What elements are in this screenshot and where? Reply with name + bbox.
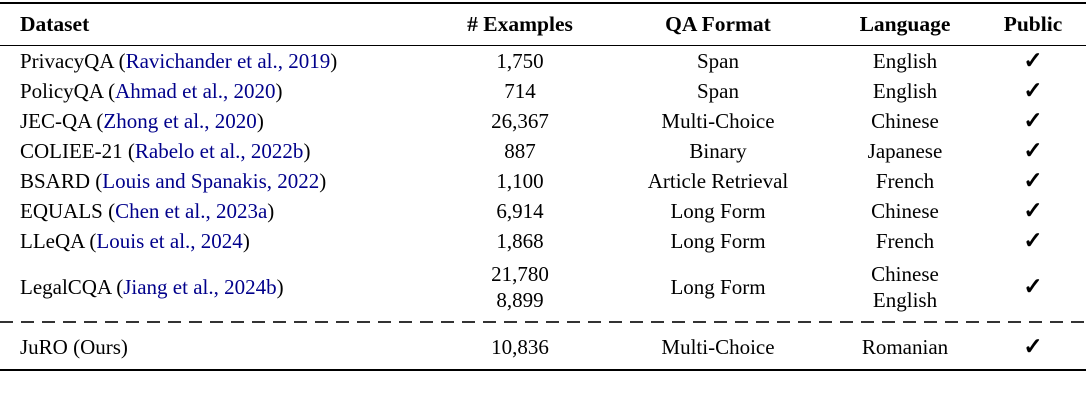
public-checkmark-icon: ✓ <box>1023 198 1043 223</box>
qa-format: Multi-Choice <box>661 109 775 133</box>
column-header-qa-format: QA Format <box>606 3 830 46</box>
dataset-name: LegalCQA ( <box>20 275 124 299</box>
dataset-name: COLIEE-21 ( <box>20 139 135 163</box>
citation-link[interactable]: Zhong et al., 2020 <box>103 109 257 133</box>
public-checkmark-icon: ✓ <box>1023 334 1043 359</box>
table-row-privacyqa: PrivacyQA (Ravichander et al., 2019) 1,7… <box>0 46 1086 77</box>
table-row-bsard: BSARD (Louis and Spanakis, 2022) 1,100 A… <box>0 166 1086 196</box>
language: Japanese <box>867 139 943 163</box>
language: English <box>872 49 938 73</box>
table-row-policyqa: PolicyQA (Ahmad et al., 2020) 714 Span E… <box>0 76 1086 106</box>
citation-link[interactable]: Rabelo et al., 2022b <box>134 139 304 163</box>
language: Chinese <box>871 109 939 133</box>
dataset-cell: PrivacyQA (Ravichander et al., 2019) <box>0 46 434 77</box>
column-header-dataset: Dataset <box>0 3 434 46</box>
language-line: Chinese <box>871 262 939 286</box>
dashed-divider <box>0 320 1086 323</box>
table-row-coliee21: COLIEE-21 (Rabelo et al., 2022b) 887 Bin… <box>0 136 1086 166</box>
paren-close: ) <box>256 109 264 133</box>
qa-format: Binary <box>689 139 747 163</box>
language: English <box>872 79 938 103</box>
language: French <box>875 229 935 253</box>
qa-format: Span <box>697 79 739 103</box>
dataset-name: EQUALS ( <box>20 199 116 223</box>
public-checkmark-icon: ✓ <box>1023 274 1043 299</box>
examples-count: 26,367 <box>491 109 549 133</box>
paren-close: ) <box>275 79 283 103</box>
column-header-language: Language <box>830 3 980 46</box>
paren-close: ) <box>303 139 311 163</box>
examples-count: 10,836 <box>491 335 549 359</box>
qa-format: Span <box>697 49 739 73</box>
dataset-cell: LegalCQA (Jiang et al., 2024b) <box>0 256 434 318</box>
dataset-cell: JEC-QA (Zhong et al., 2020) <box>0 106 434 136</box>
examples-line: 8,899 <box>496 288 544 312</box>
language: French <box>875 169 935 193</box>
public-checkmark-icon: ✓ <box>1023 48 1043 73</box>
dataset-cell: JuRO (Ours) <box>0 325 434 370</box>
table-row-jecqa: JEC-QA (Zhong et al., 2020) 26,367 Multi… <box>0 106 1086 136</box>
public-checkmark-icon: ✓ <box>1023 228 1043 253</box>
public-checkmark-icon: ✓ <box>1023 168 1043 193</box>
examples-count: 887 <box>504 139 536 163</box>
dataset-name: LLeQA ( <box>20 229 97 253</box>
paren-close: ) <box>267 199 275 223</box>
dataset-cell: COLIEE-21 (Rabelo et al., 2022b) <box>0 136 434 166</box>
divider-cell <box>0 318 1086 325</box>
paren-close: ) <box>242 229 250 253</box>
table-row-equals: EQUALS (Chen et al., 2023a) 6,914 Long F… <box>0 196 1086 226</box>
column-header-examples: # Examples <box>434 3 606 46</box>
dataset-name: PolicyQA ( <box>20 79 116 103</box>
language: Chinese <box>871 199 939 223</box>
table-row-lleqa: LLeQA (Louis et al., 2024) 1,868 Long Fo… <box>0 226 1086 256</box>
language: Chinese English <box>830 256 980 318</box>
column-header-public: Public <box>980 3 1086 46</box>
public-checkmark-icon: ✓ <box>1023 108 1043 133</box>
examples-count: 6,914 <box>496 199 544 223</box>
qa-format: Long Form <box>670 229 766 253</box>
language: Romanian <box>861 335 949 359</box>
qa-format: Article Retrieval <box>647 169 789 193</box>
dataset-cell: PolicyQA (Ahmad et al., 2020) <box>0 76 434 106</box>
dataset-name: PrivacyQA ( <box>20 49 126 73</box>
citation-link[interactable]: Louis and Spanakis, 2022 <box>102 169 320 193</box>
datasets-comparison-table: Dataset # Examples QA Format Language Pu… <box>0 2 1086 371</box>
dataset-name: JuRO (Ours) <box>20 335 128 359</box>
paren-close: ) <box>319 169 327 193</box>
examples-line: 21,780 <box>491 262 549 286</box>
citation-link[interactable]: Jiang et al., 2024b <box>123 275 277 299</box>
examples-count: 714 <box>504 79 536 103</box>
public-checkmark-icon: ✓ <box>1023 138 1043 163</box>
dataset-name: BSARD ( <box>20 169 103 193</box>
citation-link[interactable]: Ahmad et al., 2020 <box>115 79 276 103</box>
citation-link[interactable]: Ravichander et al., 2019 <box>125 49 331 73</box>
divider-row <box>0 318 1086 325</box>
dataset-cell: BSARD (Louis and Spanakis, 2022) <box>0 166 434 196</box>
paren-close: ) <box>276 275 284 299</box>
table-row-juro-ours: JuRO (Ours) 10,836 Multi-Choice Romanian… <box>0 325 1086 370</box>
examples-count: 1,868 <box>496 229 544 253</box>
dataset-cell: EQUALS (Chen et al., 2023a) <box>0 196 434 226</box>
qa-format: Long Form <box>670 275 766 299</box>
public-checkmark-icon: ✓ <box>1023 78 1043 103</box>
paren-close: ) <box>330 49 338 73</box>
citation-link[interactable]: Louis et al., 2024 <box>96 229 243 253</box>
header-row: Dataset # Examples QA Format Language Pu… <box>0 3 1086 46</box>
table-row-legalcqa: LegalCQA (Jiang et al., 2024b) 21,780 8,… <box>0 256 1086 318</box>
examples-count: 1,750 <box>496 49 544 73</box>
language-line: English <box>872 288 938 312</box>
qa-format: Multi-Choice <box>661 335 775 359</box>
dataset-name: JEC-QA ( <box>20 109 104 133</box>
qa-format: Long Form <box>670 199 766 223</box>
citation-link[interactable]: Chen et al., 2023a <box>115 199 268 223</box>
dataset-cell: LLeQA (Louis et al., 2024) <box>0 226 434 256</box>
examples-count: 1,100 <box>496 169 544 193</box>
examples-count: 21,780 8,899 <box>434 256 606 318</box>
